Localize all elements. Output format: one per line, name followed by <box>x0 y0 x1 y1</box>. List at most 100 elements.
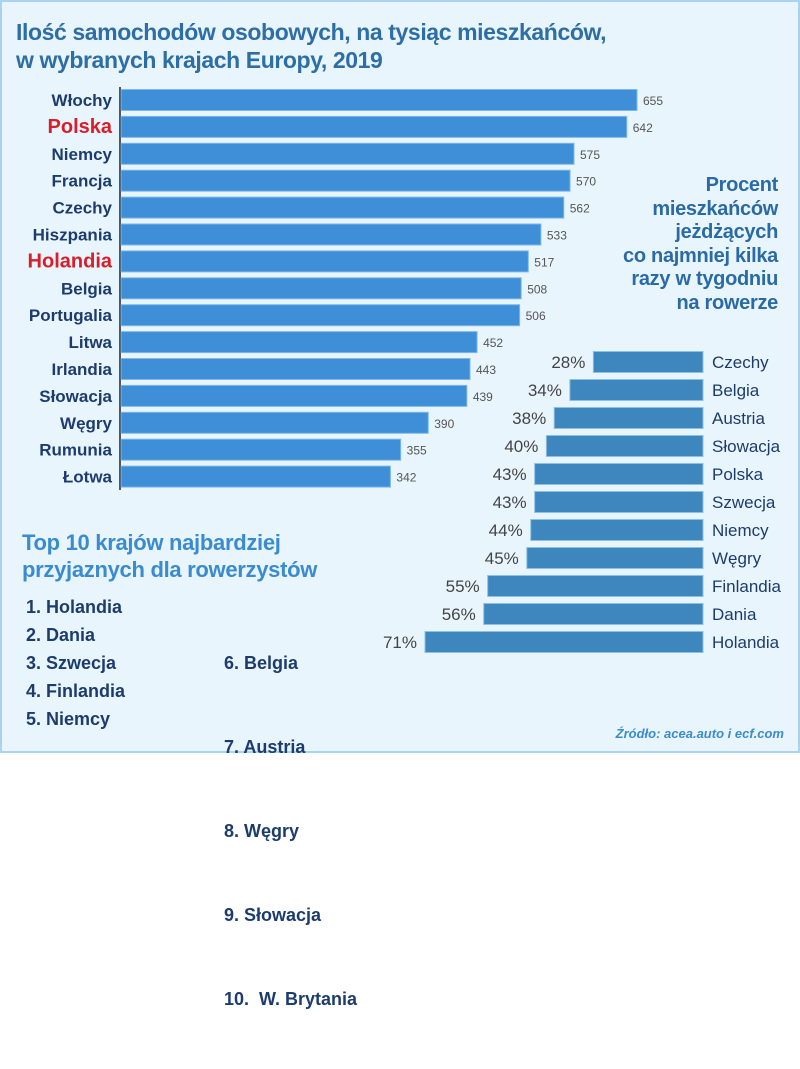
value-label: 506 <box>526 309 546 323</box>
cycling-chart-title: Procent mieszkańców jeżdżących co najmni… <box>623 174 778 315</box>
category-label: Austria <box>712 409 765 428</box>
source-note: Źródło: acea.auto i ecf.com <box>615 726 784 741</box>
value-label: 642 <box>633 121 653 135</box>
value-label: 55% <box>446 577 480 596</box>
value-label: 44% <box>489 521 523 540</box>
bar <box>553 407 704 429</box>
bar <box>120 115 628 138</box>
value-label: 34% <box>528 381 562 400</box>
bar <box>545 435 704 457</box>
bar <box>530 519 704 541</box>
list-item: 4. Finlandia <box>26 681 126 701</box>
category-label: Słowacja <box>712 437 781 456</box>
title-line: w wybranych krajach Europy, 2019 <box>16 47 383 73</box>
title-line: co najmniej kilka <box>623 244 778 267</box>
top10-title: Top 10 krajów najbardziej przyjaznych dl… <box>22 529 317 583</box>
category-label: Polska <box>48 116 113 138</box>
top10-list-col1: 1. Holandia 2. Dania 3. Szwecja 4. Finla… <box>26 593 125 733</box>
value-label: 40% <box>504 437 538 456</box>
bar <box>526 547 704 569</box>
category-label: Szwecja <box>712 493 776 512</box>
category-label: Niemcy <box>52 145 113 164</box>
category-label: Belgia <box>61 279 113 298</box>
title-line: razy w tygodniu <box>631 268 778 290</box>
list-item: 9. Słowacja <box>224 905 322 925</box>
value-label: 452 <box>483 336 503 350</box>
value-label: 439 <box>473 390 493 404</box>
bar <box>120 438 402 461</box>
value-label: 655 <box>643 94 663 108</box>
category-label: Holandia <box>712 633 780 652</box>
list-item: 3. Szwecja <box>26 653 117 673</box>
value-label: 43% <box>493 493 527 512</box>
value-label: 43% <box>493 465 527 484</box>
category-label: Hiszpania <box>33 226 113 245</box>
list-item: 7. Austria <box>224 737 306 757</box>
category-label: Belgia <box>712 381 760 400</box>
category-label: Dania <box>712 605 757 624</box>
value-label: 533 <box>547 229 567 243</box>
title-line: na rowerze <box>676 291 779 314</box>
category-label: Węgry <box>712 549 762 568</box>
bar <box>120 304 521 327</box>
bar <box>120 250 529 273</box>
value-label: 508 <box>527 282 547 296</box>
bar <box>120 277 522 300</box>
value-label: 45% <box>485 549 519 568</box>
value-label: 575 <box>580 148 600 162</box>
category-label: Węgry <box>60 414 113 433</box>
bar <box>120 196 565 219</box>
category-label: Rumunia <box>39 441 112 460</box>
value-label: 355 <box>407 444 427 458</box>
category-label: Francja <box>52 172 113 191</box>
bar <box>424 631 704 653</box>
value-label: 342 <box>396 471 416 485</box>
category-label: Irlandia <box>52 360 113 379</box>
value-label: 390 <box>434 417 454 431</box>
category-label: Holandia <box>28 250 113 272</box>
value-label: 443 <box>476 363 496 377</box>
bar <box>592 351 704 373</box>
value-label: 570 <box>576 175 596 189</box>
category-label: Czechy <box>712 353 769 372</box>
list-item: 10. W. Brytania <box>224 989 358 1009</box>
bar <box>534 491 704 513</box>
bar <box>120 465 391 488</box>
bar <box>120 142 575 165</box>
title-line: Top 10 krajów najbardziej <box>22 530 281 555</box>
bar <box>120 411 429 434</box>
value-label: 562 <box>570 202 590 216</box>
value-label: 71% <box>383 633 417 652</box>
category-label: Niemcy <box>712 521 769 540</box>
title-line: mieszkańców <box>652 197 778 220</box>
category-label: Portugalia <box>29 306 113 325</box>
title-line: Ilość samochodów osobowych, na tysiąc mi… <box>16 19 607 45</box>
list-item: 2. Dania <box>26 625 96 645</box>
category-label: Łotwa <box>63 468 113 487</box>
bar <box>120 384 468 407</box>
title-line: Procent <box>705 174 779 196</box>
list-item: 6. Belgia <box>224 653 299 673</box>
bar <box>483 603 704 625</box>
value-label: 28% <box>551 353 585 372</box>
list-item: 8. Węgry <box>224 821 300 841</box>
value-label: 517 <box>534 255 554 269</box>
charts-svg: Włochy 655 Polska 642 Niemcy 575 Francja 570 Cze… <box>28 87 782 653</box>
bar <box>569 379 704 401</box>
category-label: Włochy <box>52 91 113 110</box>
list-item: 5. Niemcy <box>26 709 111 729</box>
bar <box>120 89 638 111</box>
list-item: 1. Holandia <box>26 597 123 617</box>
category-label: Finlandia <box>712 577 782 596</box>
chart-title: Ilość samochodów osobowych, na tysiąc mi… <box>16 18 607 74</box>
bar <box>120 223 542 246</box>
title-line: jeżdżących <box>675 221 778 243</box>
bar <box>534 463 704 485</box>
category-label: Słowacja <box>39 387 112 406</box>
bar <box>487 575 704 597</box>
bar <box>120 169 571 192</box>
value-label: 38% <box>512 409 546 428</box>
title-line: przyjaznych dla rowerzystów <box>22 557 318 582</box>
bar <box>120 331 478 354</box>
bar <box>120 358 471 380</box>
